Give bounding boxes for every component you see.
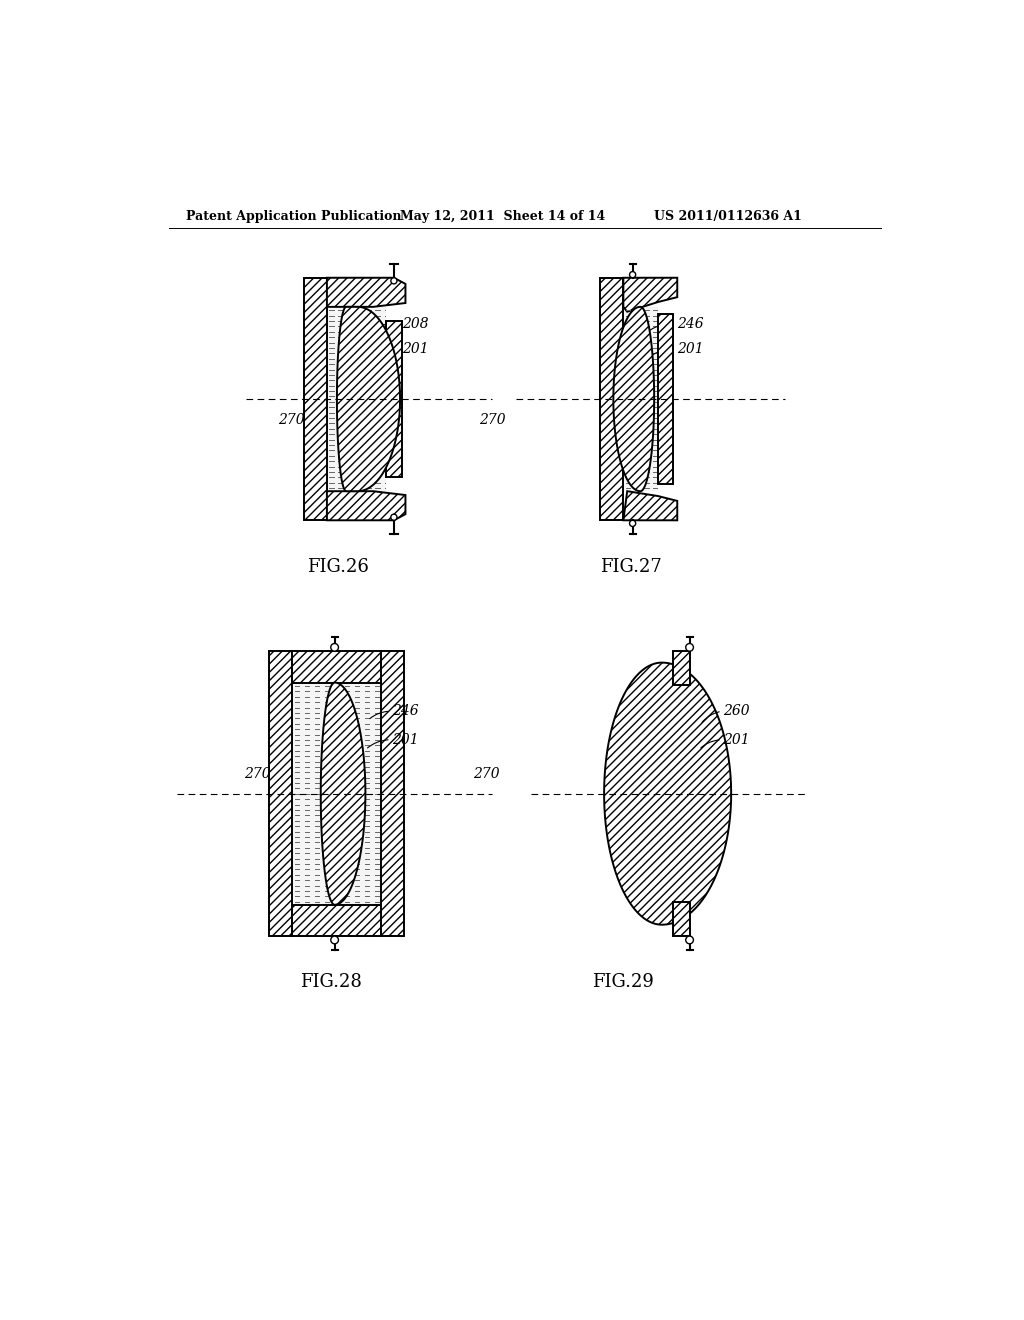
Bar	[600, 277, 624, 520]
Text: May 12, 2011  Sheet 14 of 14: May 12, 2011 Sheet 14 of 14	[400, 210, 605, 223]
Bar	[292, 682, 381, 904]
Text: 270: 270	[473, 767, 500, 781]
Text: 201: 201	[677, 342, 703, 356]
Bar	[658, 314, 674, 484]
Bar	[381, 651, 403, 936]
Text: 208: 208	[401, 317, 428, 331]
Text: 201: 201	[401, 342, 428, 356]
Text: FIG.29: FIG.29	[593, 973, 654, 991]
Text: 201: 201	[724, 733, 751, 747]
Circle shape	[686, 936, 693, 944]
Text: 270: 270	[244, 767, 270, 781]
Circle shape	[630, 520, 636, 527]
Bar	[327, 306, 386, 491]
Circle shape	[331, 644, 339, 651]
Bar	[673, 651, 689, 685]
Circle shape	[630, 272, 636, 277]
Circle shape	[391, 513, 397, 520]
Bar	[292, 651, 381, 682]
Text: FIG.27: FIG.27	[600, 557, 662, 576]
Bar	[624, 306, 658, 491]
Text: 270: 270	[279, 413, 305, 428]
Bar	[386, 321, 401, 477]
Polygon shape	[321, 682, 366, 904]
Bar	[304, 277, 327, 520]
Bar	[269, 651, 292, 936]
Text: 270: 270	[478, 413, 505, 428]
Text: US 2011/0112636 A1: US 2011/0112636 A1	[654, 210, 802, 223]
Text: 260: 260	[724, 705, 751, 718]
Circle shape	[331, 936, 339, 944]
Text: Patent Application Publication: Patent Application Publication	[186, 210, 401, 223]
Text: 201: 201	[392, 733, 419, 747]
Polygon shape	[337, 306, 400, 491]
Polygon shape	[327, 491, 406, 520]
Circle shape	[686, 644, 693, 651]
Polygon shape	[624, 277, 677, 312]
Polygon shape	[327, 277, 406, 306]
Text: FIG.28: FIG.28	[300, 973, 361, 991]
Bar	[292, 682, 381, 904]
Polygon shape	[613, 306, 654, 491]
Bar	[327, 306, 386, 491]
Polygon shape	[604, 663, 731, 925]
Text: 246: 246	[677, 317, 703, 331]
Bar	[673, 902, 689, 936]
Text: FIG.26: FIG.26	[307, 557, 370, 576]
Bar	[624, 306, 658, 491]
Text: 246: 246	[392, 705, 419, 718]
Bar	[292, 904, 381, 936]
Circle shape	[391, 277, 397, 284]
Polygon shape	[624, 491, 677, 520]
